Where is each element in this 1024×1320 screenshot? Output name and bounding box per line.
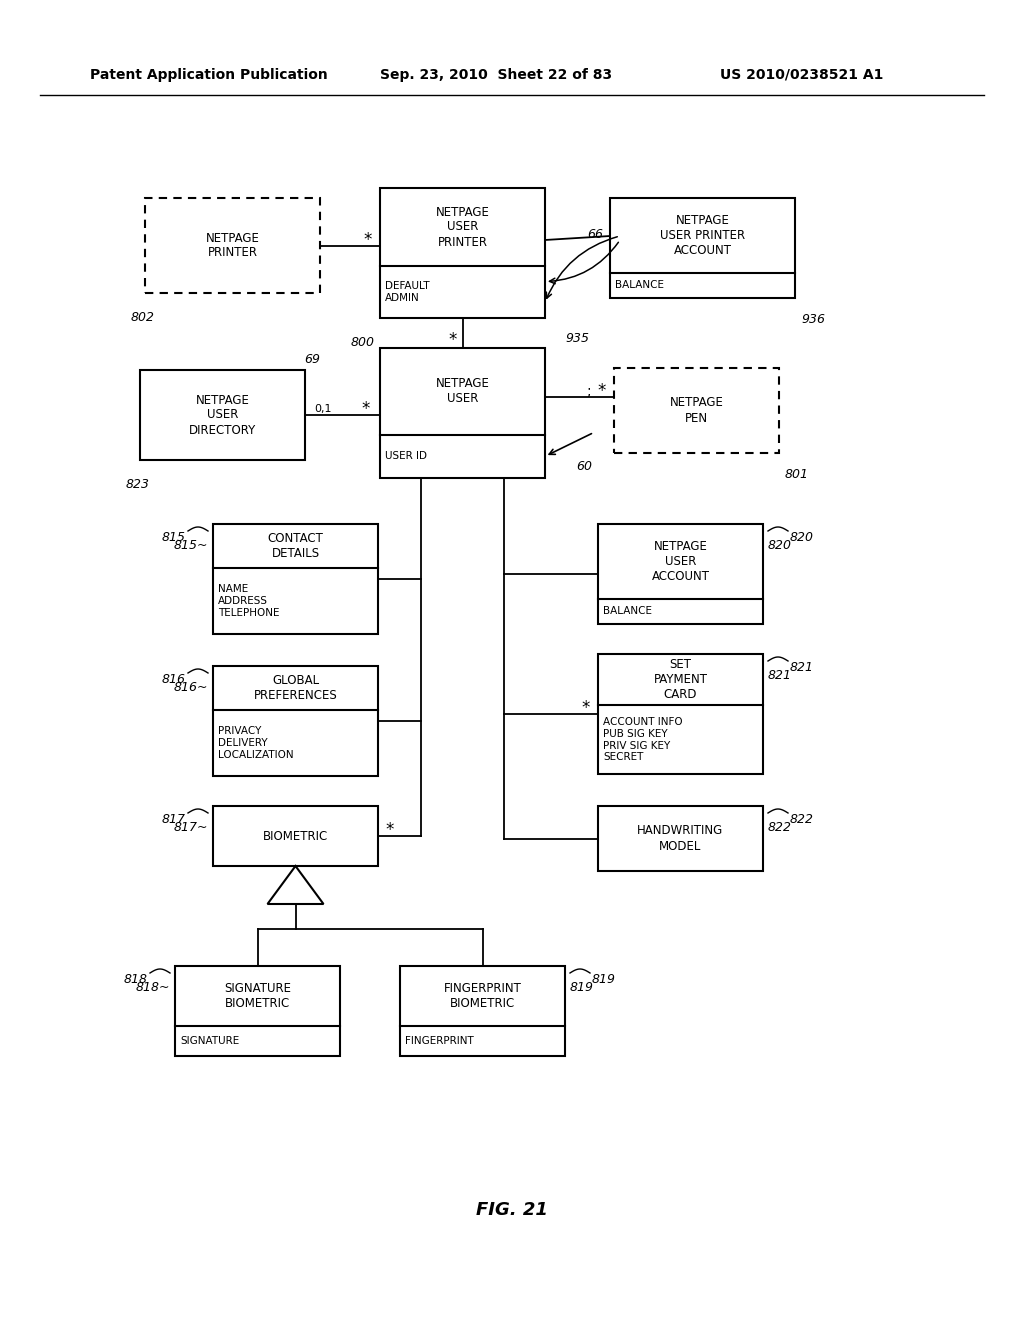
Text: SET
PAYMENT
CARD: SET PAYMENT CARD [653, 659, 708, 701]
Text: Sep. 23, 2010  Sheet 22 of 83: Sep. 23, 2010 Sheet 22 of 83 [380, 69, 612, 82]
Text: BIOMETRIC: BIOMETRIC [263, 829, 328, 842]
Text: 820: 820 [768, 539, 792, 552]
Text: DEFAULT
ADMIN: DEFAULT ADMIN [385, 281, 430, 302]
Text: FINGERPRINT
BIOMETRIC: FINGERPRINT BIOMETRIC [443, 982, 521, 1010]
Text: PRIVACY
DELIVERY
LOCALIZATION: PRIVACY DELIVERY LOCALIZATION [218, 726, 294, 759]
Text: 0,1: 0,1 [314, 404, 332, 414]
Text: 819: 819 [570, 981, 594, 994]
Bar [598, 807, 763, 871]
Text: 821: 821 [790, 661, 814, 675]
Text: 822: 822 [790, 813, 814, 826]
Text: 821: 821 [768, 669, 792, 682]
Bar [598, 524, 763, 624]
Text: *: * [598, 383, 606, 400]
Text: NETPAGE
PEN: NETPAGE PEN [670, 396, 723, 425]
Text: US 2010/0238521 A1: US 2010/0238521 A1 [720, 69, 884, 82]
Bar [380, 348, 545, 478]
Text: *: * [364, 231, 372, 249]
Bar [213, 667, 378, 776]
Text: BALANCE: BALANCE [615, 281, 664, 290]
Text: BALANCE: BALANCE [603, 606, 652, 616]
Polygon shape [267, 866, 324, 904]
Text: *: * [582, 700, 590, 717]
Text: 815: 815 [162, 531, 186, 544]
Text: 823: 823 [126, 478, 150, 491]
Bar [380, 187, 545, 318]
Text: NETPAGE
USER: NETPAGE USER [435, 378, 489, 405]
Text: USER ID: USER ID [385, 451, 427, 461]
Bar [610, 198, 795, 298]
Bar [175, 966, 340, 1056]
Bar [140, 370, 305, 459]
Text: 802: 802 [131, 312, 155, 323]
Text: HANDWRITING
MODEL: HANDWRITING MODEL [637, 825, 724, 853]
Text: 815~: 815~ [173, 539, 208, 552]
Text: ;: ; [587, 384, 591, 399]
Text: *: * [386, 821, 394, 840]
Bar [614, 368, 779, 453]
Text: 822: 822 [768, 821, 792, 834]
Text: SIGNATURE: SIGNATURE [180, 1036, 240, 1045]
Text: 816~: 816~ [173, 681, 208, 694]
Text: FINGERPRINT: FINGERPRINT [406, 1036, 474, 1045]
Text: 800: 800 [351, 337, 375, 348]
Bar [598, 653, 763, 774]
Text: 69: 69 [304, 352, 319, 366]
Bar [400, 966, 565, 1056]
Text: SIGNATURE
BIOMETRIC: SIGNATURE BIOMETRIC [224, 982, 291, 1010]
Text: 935: 935 [565, 331, 589, 345]
Bar [145, 198, 319, 293]
Text: GLOBAL
PREFERENCES: GLOBAL PREFERENCES [254, 675, 337, 702]
Text: ACCOUNT INFO
PUB SIG KEY
PRIV SIG KEY
SECRET: ACCOUNT INFO PUB SIG KEY PRIV SIG KEY SE… [603, 717, 683, 762]
Text: *: * [361, 400, 371, 418]
Text: 66: 66 [587, 228, 603, 242]
Text: FIG. 21: FIG. 21 [476, 1201, 548, 1218]
Text: 936: 936 [801, 313, 825, 326]
Text: 60: 60 [575, 459, 592, 473]
Text: NETPAGE
USER
PRINTER: NETPAGE USER PRINTER [435, 206, 489, 248]
Text: *: * [449, 331, 457, 348]
Text: NAME
ADDRESS
TELEPHONE: NAME ADDRESS TELEPHONE [218, 585, 280, 618]
Bar [213, 524, 378, 634]
Text: Patent Application Publication: Patent Application Publication [90, 69, 328, 82]
Text: 816: 816 [162, 673, 186, 686]
Text: NETPAGE
USER
ACCOUNT: NETPAGE USER ACCOUNT [651, 540, 710, 583]
Text: NETPAGE
PRINTER: NETPAGE PRINTER [206, 231, 259, 260]
Text: CONTACT
DETAILS: CONTACT DETAILS [267, 532, 324, 560]
Text: 819: 819 [592, 973, 616, 986]
Bar [213, 807, 378, 866]
Text: 818: 818 [124, 973, 148, 986]
Text: 801: 801 [785, 469, 809, 480]
Text: 817~: 817~ [173, 821, 208, 834]
Text: NETPAGE
USER PRINTER
ACCOUNT: NETPAGE USER PRINTER ACCOUNT [659, 214, 745, 257]
Text: 820: 820 [790, 531, 814, 544]
Text: NETPAGE
USER
DIRECTORY: NETPAGE USER DIRECTORY [188, 393, 256, 437]
Text: 817: 817 [162, 813, 186, 826]
Text: 818~: 818~ [135, 981, 170, 994]
